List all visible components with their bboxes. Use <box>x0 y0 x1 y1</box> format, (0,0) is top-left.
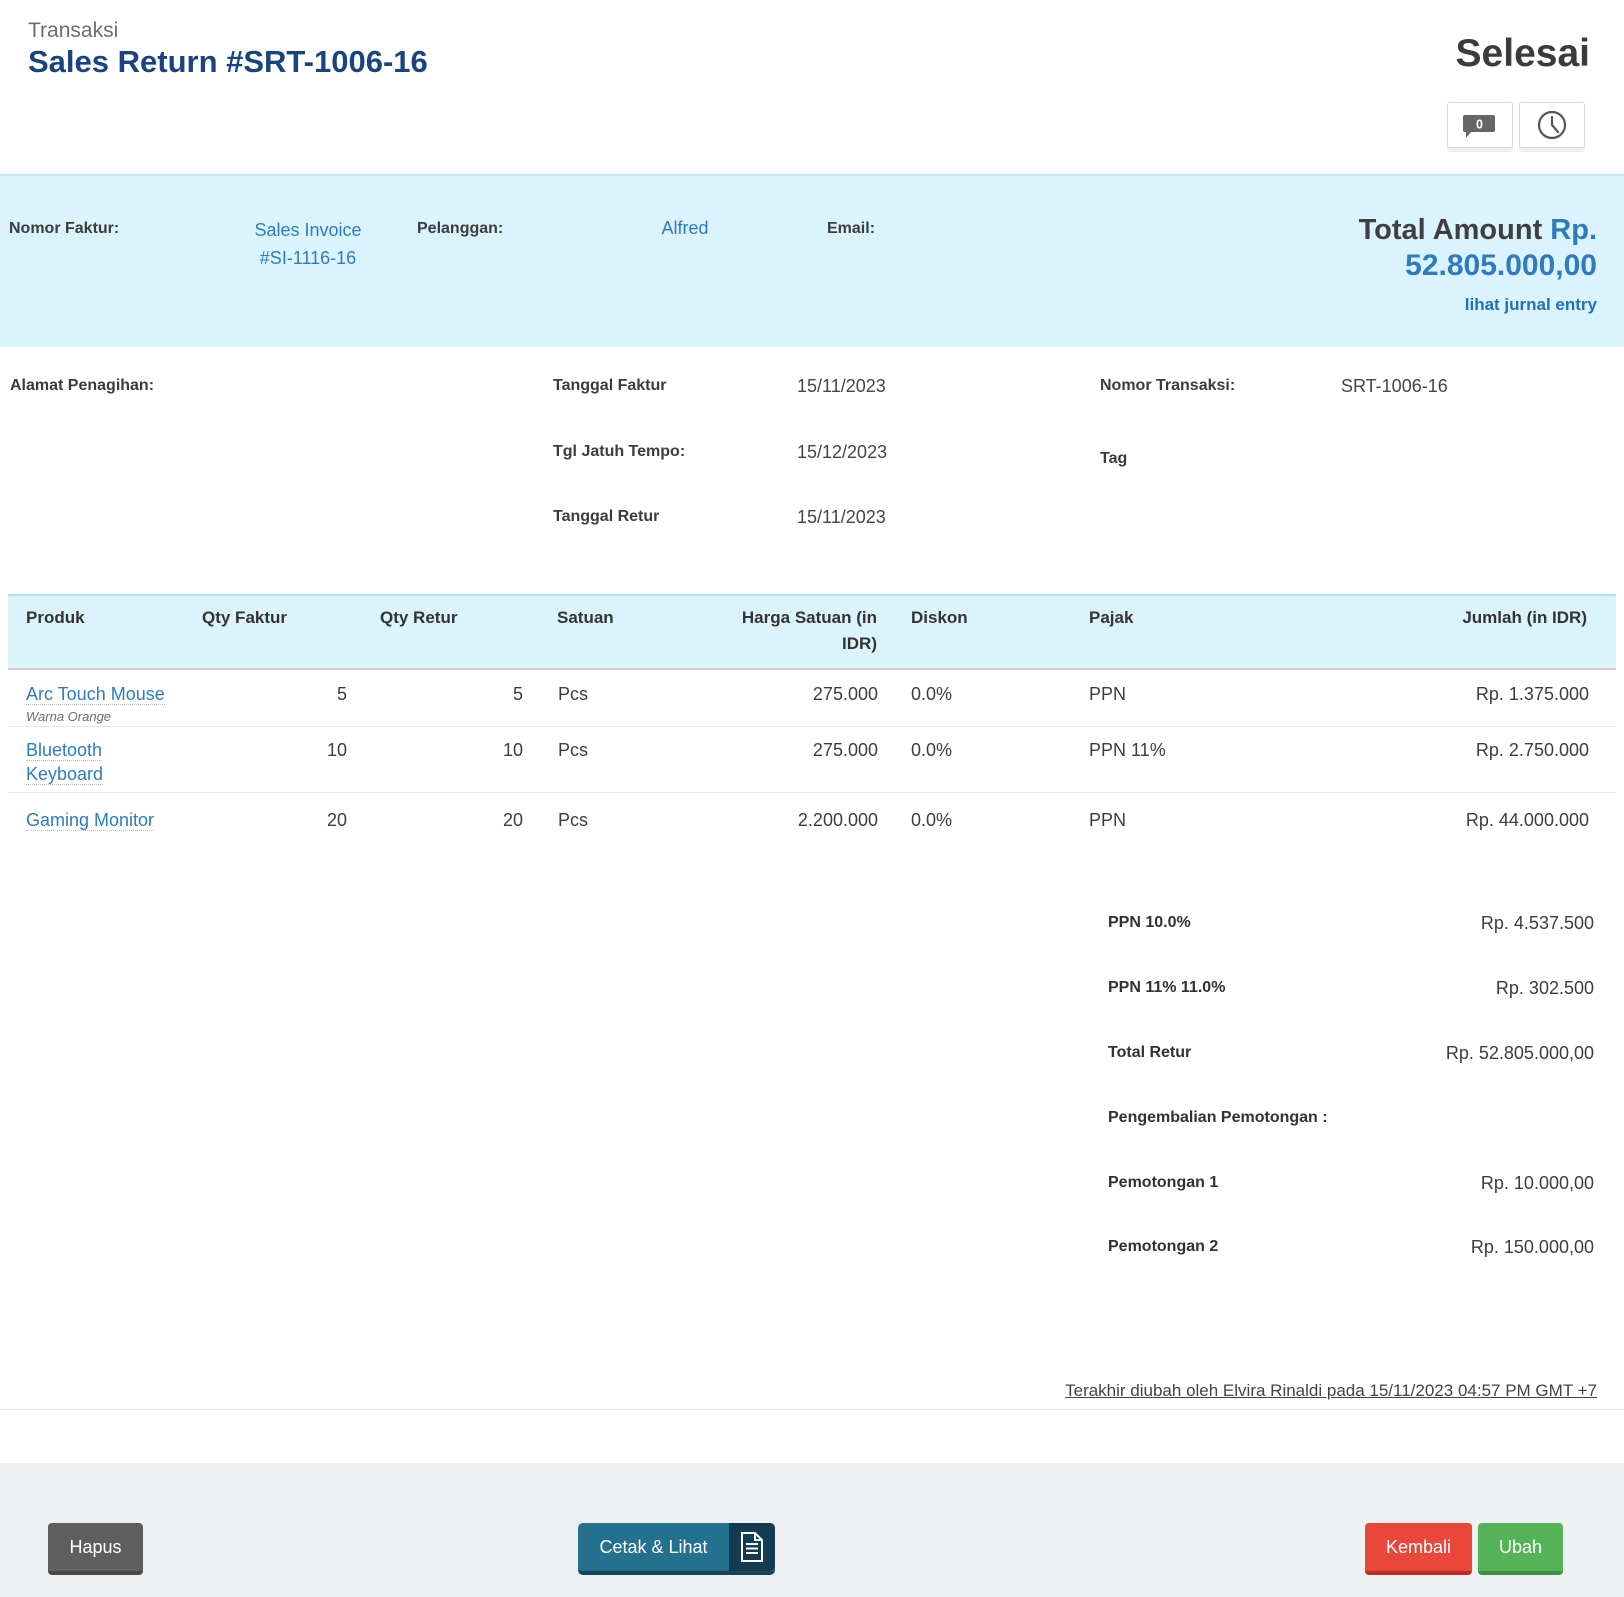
svg-text:0: 0 <box>1476 117 1483 131</box>
